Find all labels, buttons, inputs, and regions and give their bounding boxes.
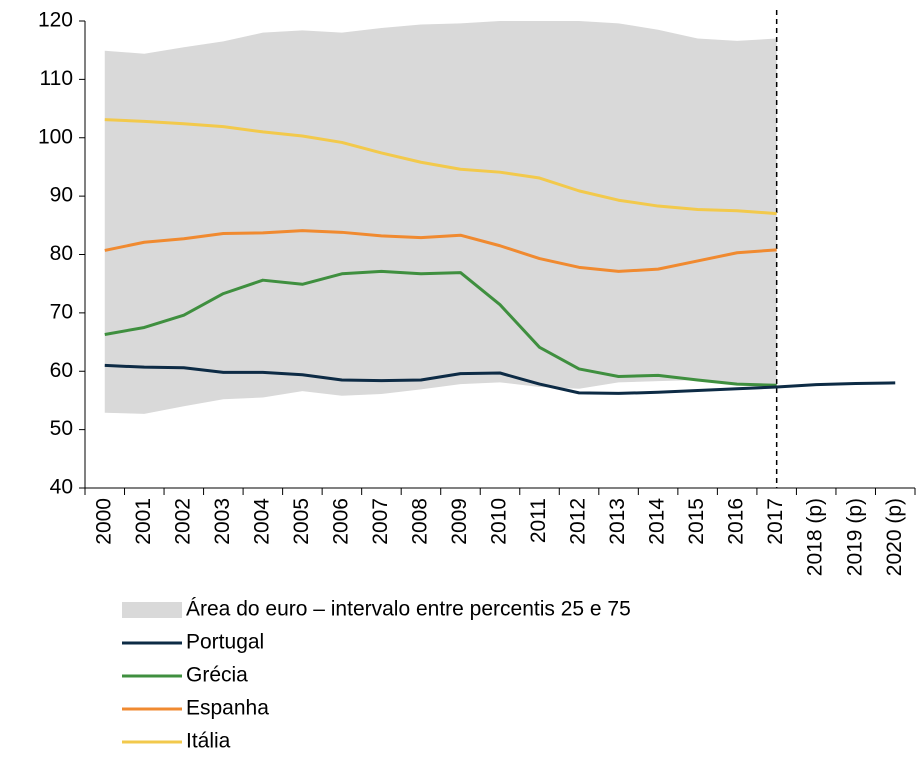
line-series bbox=[104, 363, 896, 395]
legend-swatch bbox=[122, 602, 182, 618]
band-area bbox=[104, 21, 777, 414]
legend-label: Espanha bbox=[186, 697, 269, 720]
y-tick-label: 70 bbox=[50, 300, 73, 323]
x-tick-label: 2010 bbox=[488, 498, 511, 545]
x-tick-label: 2017 bbox=[764, 498, 787, 545]
legend-label: Área do euro – intervalo entre percentis… bbox=[186, 598, 631, 621]
x-tick-label: 2007 bbox=[369, 498, 392, 545]
y-tick-label: 120 bbox=[38, 9, 73, 32]
x-tick-label: 2011 bbox=[527, 498, 550, 543]
x-tick-label: 2014 bbox=[646, 498, 669, 545]
y-tick-label: 90 bbox=[50, 184, 73, 207]
x-tick-label: 2015 bbox=[685, 498, 708, 545]
x-tick-label: 2001 bbox=[132, 498, 155, 545]
x-tick-label: 2003 bbox=[211, 498, 234, 545]
x-tick-label: 2008 bbox=[408, 498, 431, 545]
y-tick-label: 110 bbox=[40, 67, 73, 90]
x-tick-label: 2000 bbox=[92, 498, 115, 545]
x-tick-label: 2013 bbox=[606, 498, 629, 545]
x-tick-label: 2012 bbox=[567, 498, 590, 545]
x-tick-label: 2020 (p) bbox=[883, 498, 906, 576]
y-tick-label: 80 bbox=[50, 242, 73, 265]
legend-label: Itália bbox=[186, 730, 231, 753]
y-tick-label: 40 bbox=[50, 476, 73, 499]
y-tick-label: 100 bbox=[38, 125, 73, 148]
line-series bbox=[104, 118, 777, 216]
line-series bbox=[104, 229, 777, 273]
x-tick-label: 2018 (p) bbox=[804, 498, 827, 576]
legend-label: Grécia bbox=[186, 664, 248, 687]
x-tick-label: 2016 bbox=[725, 498, 748, 545]
line-series bbox=[104, 269, 777, 387]
x-tick-label: 2005 bbox=[290, 498, 313, 545]
x-tick-label: 2004 bbox=[250, 498, 273, 545]
y-tick-label: 50 bbox=[50, 417, 73, 440]
x-tick-label: 2002 bbox=[171, 498, 194, 545]
x-tick-label: 2009 bbox=[448, 498, 471, 545]
y-tick-label: 60 bbox=[50, 359, 73, 382]
x-tick-label: 2006 bbox=[329, 498, 352, 545]
legend-label: Portugal bbox=[186, 631, 264, 654]
x-tick-label: 2019 (p) bbox=[843, 498, 866, 576]
